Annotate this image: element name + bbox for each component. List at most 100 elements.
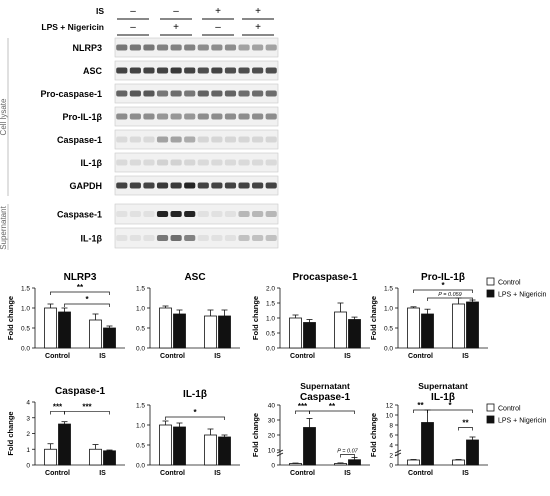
lysate-band (211, 90, 223, 97)
y-tick-label: 1.0 (136, 306, 145, 313)
bar-treated (421, 422, 434, 466)
supernatant-label: Caspase-1 (57, 210, 102, 220)
supernatant-band (238, 211, 250, 217)
lysate-strip (114, 129, 279, 150)
y-axis-label: Fold change (251, 413, 260, 457)
y-tick-label: 6 (389, 433, 393, 440)
lysate-band (265, 67, 277, 74)
lysate-band (170, 44, 182, 51)
condition-sign: + (173, 22, 179, 33)
lysate-band (197, 44, 209, 51)
significance-label: * (441, 281, 445, 290)
legend-label-treated: LPS + Nigericin (498, 292, 547, 299)
lysate-band (129, 67, 141, 74)
lysate-band (265, 113, 277, 120)
bar-control (159, 424, 172, 466)
lysate-band (184, 44, 196, 51)
group-label-supernatant: Supernatant (0, 205, 8, 249)
lysate-band (170, 90, 182, 97)
lysate-band (211, 182, 223, 189)
y-tick-label: 0.0 (21, 346, 30, 353)
x-tick-label: Control (408, 353, 433, 360)
significance-bracket (295, 410, 310, 414)
lysate-band (156, 159, 169, 166)
y-tick-label: 1.5 (21, 286, 30, 293)
lysate-band (156, 67, 169, 74)
lysate-band (224, 113, 237, 120)
supernatant-band (224, 211, 237, 217)
bar-control (89, 448, 102, 466)
bar-treated (348, 459, 361, 466)
lysate-band (170, 182, 182, 189)
significance-label: *** (298, 402, 308, 411)
lysate-strip (114, 83, 279, 104)
lysate-band (252, 44, 264, 51)
lysate-band (143, 182, 155, 189)
y-axis-label: Fold change (6, 296, 15, 340)
x-tick-label: IS (344, 353, 351, 360)
y-tick-label: 4 (26, 400, 30, 407)
y-tick-label: 20 (268, 433, 276, 440)
lysate-strip (114, 37, 279, 58)
significance-bracket (165, 416, 225, 420)
y-tick-label: 8 (389, 423, 393, 430)
lysate-band (129, 113, 141, 120)
y-tick-label: 0.5 (384, 326, 393, 333)
lysate-band (170, 136, 182, 143)
x-tick-label: Control (290, 353, 315, 360)
legend-swatch-control (486, 277, 495, 286)
lysate-band (129, 136, 141, 143)
lysate-band (143, 113, 155, 120)
supernatant-label: IL-1β (81, 234, 103, 244)
lysate-band (129, 182, 141, 189)
lysate-band (156, 90, 169, 97)
y-tick-label: 2 (389, 453, 393, 460)
bar-treated (466, 301, 479, 349)
lysate-band (197, 67, 209, 74)
lysate-band (143, 44, 155, 51)
y-tick-label: 10 (268, 448, 276, 455)
axis-break (276, 452, 284, 457)
bar-control (159, 307, 172, 349)
bar-control (289, 317, 302, 349)
y-tick-label: 2.0 (266, 286, 275, 293)
supernatant-band (197, 211, 209, 217)
supernatant-band (211, 235, 223, 241)
legend-label-treated: LPS + Nigericin (498, 418, 547, 425)
lysate-band (143, 90, 155, 97)
lysate-band (265, 44, 277, 51)
y-tick-label: 12 (386, 403, 394, 410)
chart-title: Caspase-1 (55, 386, 105, 397)
bar-treated (303, 322, 316, 349)
lysate-band (211, 113, 223, 120)
bar-treated (466, 439, 479, 466)
lysate-band (116, 136, 128, 143)
supernatant-band (143, 211, 155, 217)
x-tick-label: Control (45, 353, 70, 360)
lysate-band (211, 44, 223, 51)
lysate-band (238, 44, 250, 51)
y-tick-label: 0.0 (266, 346, 275, 353)
significance-label: ** (417, 401, 424, 410)
significance-label: ** (77, 283, 84, 292)
y-tick-label: 0 (389, 463, 393, 470)
bar-control (44, 448, 57, 466)
chart-title: Pro-IL-1β (421, 272, 465, 283)
lysate-band (252, 182, 264, 189)
x-tick-label: Control (45, 470, 70, 477)
lysate-strip (114, 152, 279, 173)
lysate-band (197, 182, 209, 189)
y-tick-label: 3 (26, 415, 30, 422)
lysate-band (224, 44, 237, 51)
supernatant-band (129, 211, 141, 217)
bar-treated (303, 427, 316, 466)
x-tick-label: IS (462, 470, 469, 477)
lysate-band (238, 182, 250, 189)
y-tick-label: 40 (268, 403, 276, 410)
lysate-band (197, 113, 209, 120)
lysate-band (129, 159, 141, 166)
lysate-band (238, 113, 250, 120)
x-tick-label: IS (462, 353, 469, 360)
lysate-label: Pro-IL-1β (63, 112, 103, 122)
